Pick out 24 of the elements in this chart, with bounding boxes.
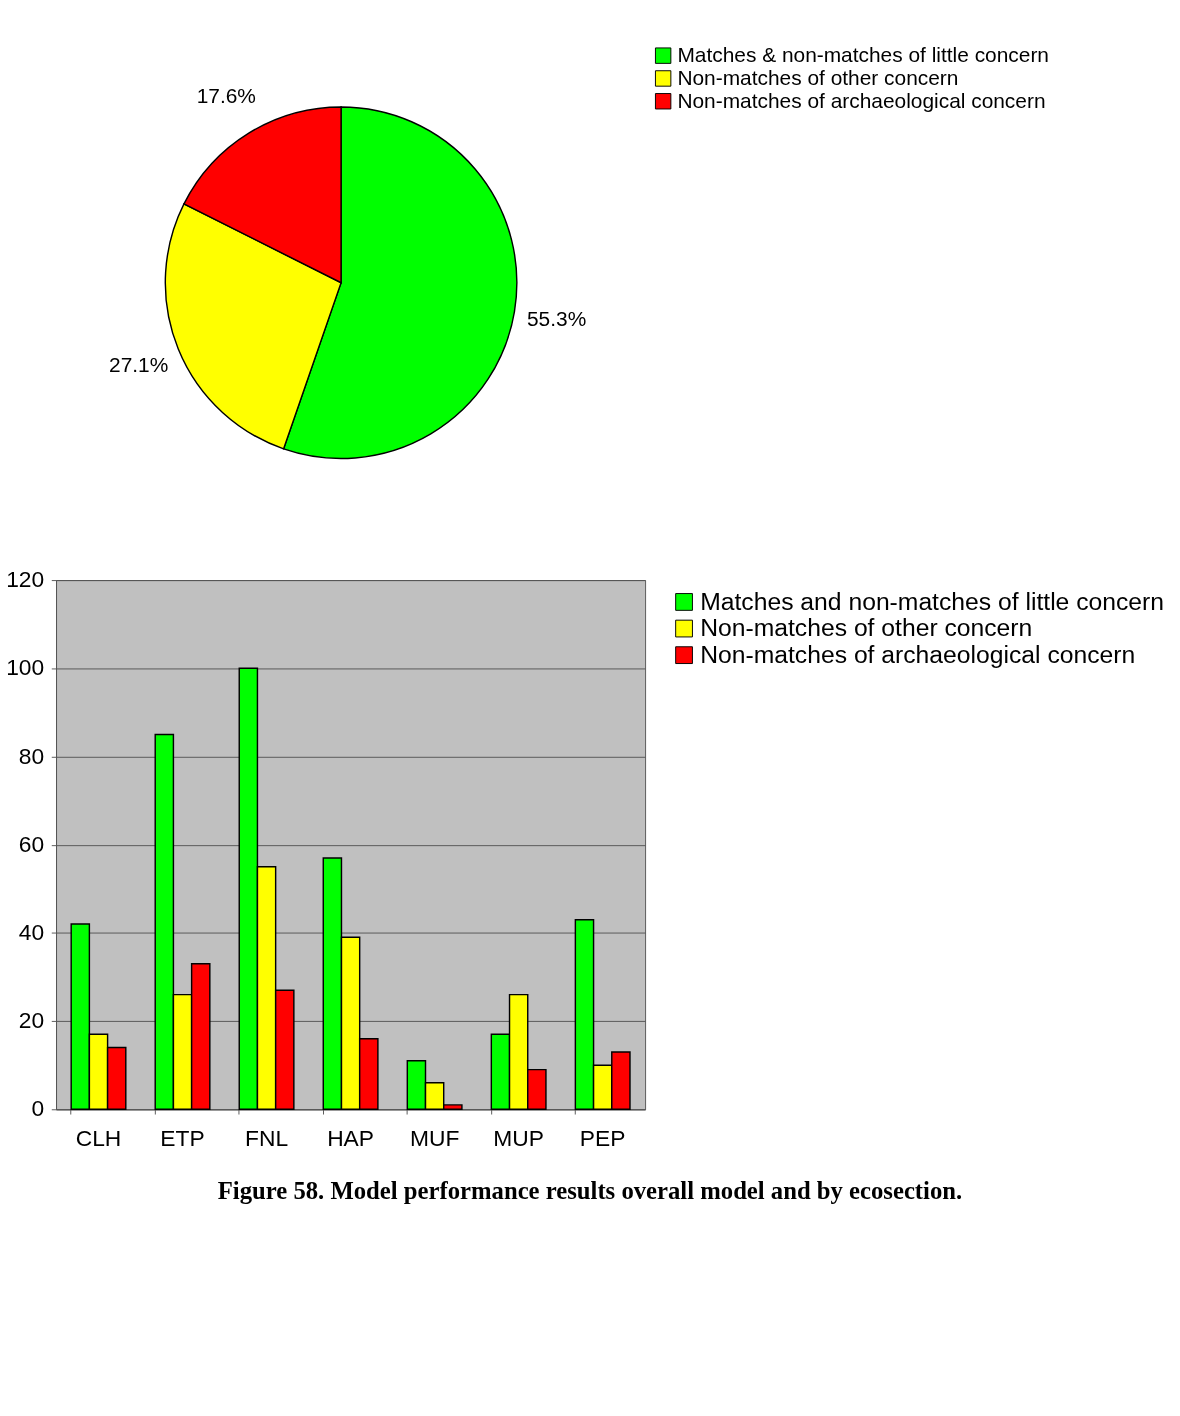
legend-label: Matches and non-matches of little concern (700, 587, 1165, 615)
legend-label: Non-matches of other concern (677, 66, 959, 90)
legend-label: Non-matches of other concern (700, 614, 1033, 642)
x-tick-label: MUP (493, 1124, 544, 1151)
data-label: 17.6% (196, 84, 256, 108)
legend-label: Non-matches of archaeological concern (677, 88, 1046, 112)
x-tick-label: PEP (579, 1124, 626, 1151)
legend-label: Non-matches of archaeological concern (700, 640, 1136, 668)
data-label: 55.3% (526, 306, 587, 330)
caption: Figure 58. Model performance results overall model and by ecosection. (217, 1177, 963, 1205)
y-tick-label: 0 (31, 1095, 45, 1122)
y-tick-label: 80 (18, 742, 45, 769)
y-tick-label: 40 (18, 919, 45, 946)
y-tick-label: 120 (6, 566, 45, 593)
y-tick-label: 20 (18, 1007, 45, 1034)
y-tick-label: 100 (6, 654, 45, 681)
x-tick-label: HAP (327, 1124, 375, 1151)
x-tick-label: FNL (245, 1124, 289, 1151)
data-label: 27.1% (109, 352, 169, 376)
x-tick-label: MUF (409, 1124, 460, 1151)
x-tick-label: ETP (160, 1124, 205, 1151)
x-tick-label: CLH (75, 1124, 122, 1151)
legend-label: Matches & non-matches of little concern (677, 43, 1049, 67)
y-tick-label: 60 (18, 830, 45, 857)
